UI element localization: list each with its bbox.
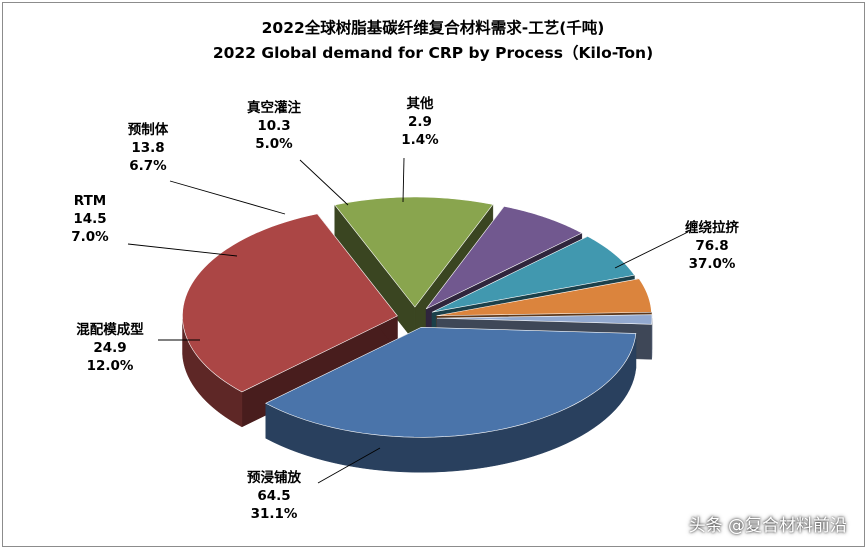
slice-0-top bbox=[265, 326, 637, 438]
slice-0-label-name: 缠绕拉挤 bbox=[685, 219, 739, 236]
slice-5-leader bbox=[299, 159, 349, 206]
slice-3-top bbox=[425, 206, 583, 310]
slice-2-label-value: 24.9 bbox=[93, 340, 126, 356]
slice-1-label-value: 64.5 bbox=[257, 488, 290, 504]
slice-5-label-pct: 5.0% bbox=[255, 136, 293, 152]
slice-3-label-pct: 7.0% bbox=[71, 229, 109, 245]
slice-6-top bbox=[436, 314, 653, 325]
chart-subtitle: 2022 Global demand for CRP by Process（Ki… bbox=[213, 44, 653, 62]
slice-1-leader bbox=[317, 447, 381, 484]
slice-0-leader bbox=[614, 231, 689, 269]
slice-0-label-pct: 37.0% bbox=[689, 256, 736, 272]
slice-3-label-name: RTM bbox=[74, 193, 106, 209]
slice-5-label-value: 10.3 bbox=[257, 118, 290, 134]
slice-6-label-value: 2.9 bbox=[408, 114, 432, 130]
slice-0-label-value: 76.8 bbox=[695, 238, 728, 254]
slice-4-leader bbox=[169, 180, 286, 215]
slice-labels: 缠绕拉挤 76.8 37.0% 预浸铺放 64.5 31.1% 混配模成型 24.9 12.0%… bbox=[71, 95, 739, 522]
slice-4-label-name: 预制体 bbox=[128, 121, 169, 138]
slice-3-label-value: 14.5 bbox=[73, 211, 106, 227]
pie-slices bbox=[182, 196, 653, 473]
slice-1-label-name: 预浸铺放 bbox=[247, 469, 301, 486]
slice-1-label-pct: 31.1% bbox=[251, 506, 298, 522]
slice-6-leader bbox=[402, 157, 405, 203]
slice-5-top bbox=[436, 278, 652, 317]
chart-title: 2022全球树脂基碳纤维复合材料需求-工艺(千吨) bbox=[262, 18, 605, 37]
slice-4-label-pct: 6.7% bbox=[129, 158, 167, 174]
slice-2-label-pct: 12.0% bbox=[87, 358, 134, 374]
slice-4-top bbox=[431, 236, 635, 313]
slice-2-label-name: 混配模成型 bbox=[76, 321, 144, 338]
slice-6-label-pct: 1.4% bbox=[401, 132, 439, 148]
slice-1-top bbox=[182, 213, 398, 393]
watermark-text: 头条 @复合材料前沿 bbox=[688, 516, 847, 536]
slice-5-label-name: 真空灌注 bbox=[247, 99, 301, 116]
slice-4-label-value: 13.8 bbox=[131, 140, 164, 156]
slice-2-top bbox=[334, 196, 494, 308]
leader-lines bbox=[127, 157, 689, 484]
slice-3-leader bbox=[127, 243, 238, 257]
slice-6-label-name: 其他 bbox=[407, 95, 434, 112]
